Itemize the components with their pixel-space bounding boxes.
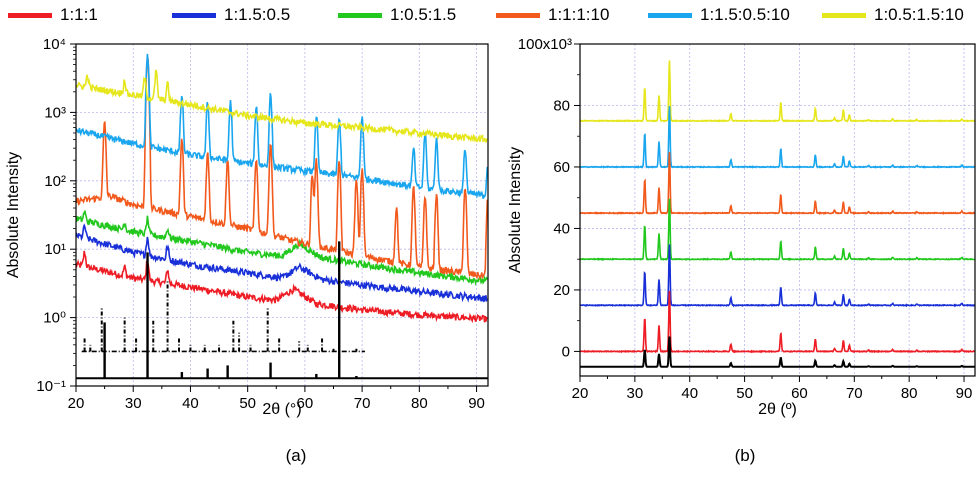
- y-axis-title: Absolute Intensity: [5, 152, 22, 278]
- y-tick-label: 10²: [44, 173, 66, 190]
- x-axis-title: 2θ (º): [758, 401, 797, 418]
- legend-swatch: [338, 12, 382, 18]
- y-tick-label: 60: [553, 159, 570, 176]
- legend-swatch: [822, 12, 866, 18]
- series-line: [580, 198, 975, 262]
- series-line: [76, 58, 488, 281]
- series-line: [76, 250, 488, 324]
- series-line: [76, 223, 488, 303]
- x-tick-label: 80: [901, 385, 918, 402]
- legend-swatch: [172, 12, 216, 18]
- panel-b: 20 30 40 50 60 70 80 90 0 20 40 60 80 100x10³ Absolute…: [507, 36, 976, 465]
- series-line: [580, 290, 975, 354]
- plot-area: [580, 60, 975, 368]
- legend-item: 1:0.5:1.5:10: [822, 3, 964, 27]
- x-tick-label: 50: [736, 385, 753, 402]
- x-tick-label: 20: [572, 385, 589, 402]
- x-tick-label: 30: [125, 395, 142, 412]
- y-tick-label: 0: [562, 343, 570, 360]
- axes-frame: [75, 43, 489, 387]
- x-tick-label: 40: [182, 395, 199, 412]
- panel-label-b: (b): [735, 446, 756, 465]
- legend: 1:1:1 1:1.5:0.5 1:0.5:1.5 1:1:1:10 1:1.5:0.5…: [0, 0, 980, 34]
- legend-item: 1:1.5:0.5: [172, 3, 290, 27]
- panel-label-a: (a): [286, 446, 307, 465]
- x-tick-label: 70: [846, 385, 863, 402]
- y-tick-label: 10⁻¹: [36, 378, 66, 395]
- legend-item: 1:1:1: [8, 3, 98, 27]
- legend-swatch: [648, 12, 692, 18]
- x-axis-title: 2θ (°): [262, 401, 301, 418]
- series-line: [580, 244, 975, 308]
- x-tick-label: 80: [411, 395, 428, 412]
- legend-label: 1:1.5:0.5: [224, 5, 291, 24]
- legend-swatch: [8, 12, 52, 18]
- legend-label: 1:1:1: [60, 5, 98, 24]
- x-tick-label: 70: [354, 395, 371, 412]
- series-line: [76, 69, 488, 143]
- plot-area: [76, 53, 488, 380]
- x-tick-label: 50: [239, 395, 256, 412]
- legend-label: 1:1.5:0.5:10: [700, 5, 790, 24]
- y-tick-label: 10¹: [44, 241, 66, 258]
- legend-item: 1:0.5:1.5: [338, 3, 456, 27]
- legend-label: 1:0.5:1.5: [390, 5, 457, 24]
- series-line: [580, 106, 975, 169]
- x-tick-label: 20: [68, 395, 85, 412]
- series-line: [580, 336, 975, 368]
- y-tick-label: 20: [553, 282, 570, 299]
- x-tick-label: 90: [956, 385, 973, 402]
- series-line: [76, 53, 488, 199]
- x-tick-label: 40: [681, 385, 698, 402]
- y-axis-title: Absolute Intensity: [507, 147, 524, 273]
- axes-frame: [579, 43, 976, 377]
- legend-label: 1:1:1:10: [548, 5, 610, 24]
- panel-a: 20 30 40 50 60 70 80 90 10⁻¹ 10⁰ 10¹ 10² 10³ 10⁴ Absol…: [5, 36, 489, 465]
- y-tick-label: 80: [553, 97, 570, 114]
- x-tick-label: 60: [297, 395, 314, 412]
- legend-swatch: [496, 12, 540, 18]
- series-line: [580, 152, 975, 216]
- y-tick-label: 40: [553, 220, 570, 237]
- legend-label: 1:0.5:1.5:10: [874, 5, 964, 24]
- y-top-tick-label: 100x10³: [518, 36, 572, 53]
- y-tick-label: 10³: [44, 104, 66, 121]
- x-tick-label: 30: [627, 385, 644, 402]
- series-line: [76, 210, 488, 287]
- legend-item: 1:1.5:0.5:10: [648, 3, 790, 27]
- legend-item: 1:1:1:10: [496, 3, 609, 27]
- y-tick-label: 10⁰: [43, 310, 66, 327]
- x-tick-label: 60: [791, 385, 808, 402]
- series-line: [580, 60, 975, 123]
- y-tick-label: 10⁴: [43, 36, 66, 53]
- x-tick-label: 90: [468, 395, 485, 412]
